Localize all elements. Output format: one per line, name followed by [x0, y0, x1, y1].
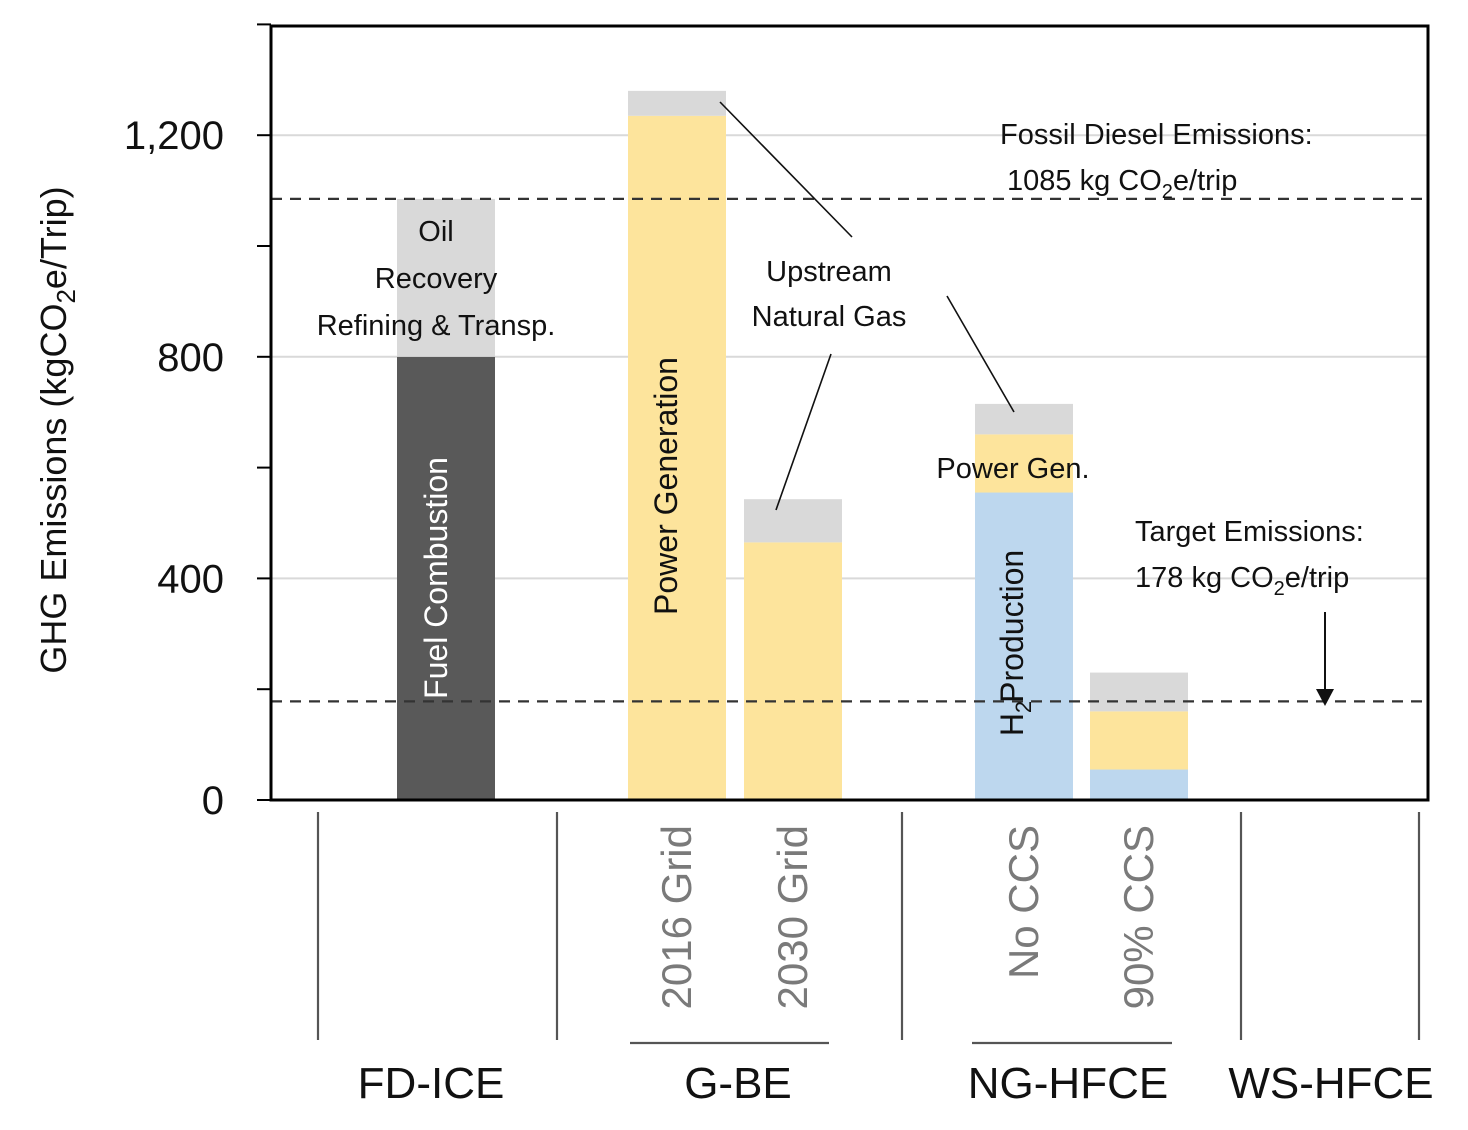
upstream-gas-label-1: Upstream: [766, 256, 892, 288]
fossil-note-line2: 1085 kg CO2e/trip: [1007, 165, 1237, 203]
oil-recovery-label-2: Recovery: [375, 263, 498, 295]
bar-ng-hfce-1-h2: [975, 492, 1073, 800]
bar-ng-hfce-2-h2: [1090, 769, 1188, 800]
bar-g-be-1-upstream_gas: [628, 90, 726, 116]
y-tick-label-0: 0: [202, 779, 224, 823]
upstream-pointer-3: [946, 295, 1015, 413]
bars: [397, 90, 1419, 800]
y-axis: 0 400 800 1,200: [124, 23, 271, 823]
fuel-combustion-label: Fuel Combustion: [418, 457, 454, 699]
bar-ng-hfce-2-upstream_gas: [1090, 672, 1188, 712]
fossil-note-line1: Fossil Diesel Emissions:: [1000, 119, 1313, 151]
group-label-ws-hfce: WS-HFCE: [1228, 1059, 1433, 1108]
y-tick-label-800: 800: [157, 336, 224, 380]
group-label-fd-ice: FD-ICE: [358, 1059, 505, 1108]
fossil-note-pre: 1085 kg CO: [1007, 165, 1162, 197]
target-arrow-head: [1316, 689, 1334, 706]
h2-sub: 2: [1011, 701, 1036, 713]
y-axis-label-post: e/Trip): [33, 186, 74, 289]
upstream-pointer-2: [775, 353, 832, 511]
power-gen-short-label: Power Gen.: [936, 453, 1089, 485]
oil-recovery-label-3: Refining & Transp.: [317, 310, 556, 342]
fossil-note-post: e/trip: [1173, 165, 1237, 197]
group-label-ng-hfce: NG-HFCE: [968, 1059, 1168, 1108]
target-note-line2: 178 kg CO2e/trip: [1135, 562, 1349, 600]
bar-ng-hfce-2-power: [1090, 711, 1188, 770]
y-axis-label-sub: 2: [51, 289, 81, 303]
group-label-g-be: G-BE: [684, 1059, 792, 1108]
fossil-note-sub: 2: [1162, 181, 1173, 203]
y-axis-label-pre: GHG Emissions (kgCO: [33, 304, 74, 674]
bar-ng-hfce-1-upstream_gas: [975, 403, 1073, 435]
bar-label-2016-grid: 2016 Grid: [653, 825, 700, 1009]
bar-fd-ice-1-fuel_combustion: [397, 356, 495, 800]
bar-ng-hfce-1-power: [975, 434, 1073, 493]
bar-label-90-ccs: 90% CCS: [1115, 825, 1162, 1009]
bar-fd-ice-1-oil_recovery: [397, 198, 495, 357]
plot-frame: [269, 24, 1430, 802]
power-generation-label: Power Generation: [648, 357, 684, 615]
reference-lines: [271, 197, 1428, 703]
target-note-post: e/trip: [1285, 562, 1349, 594]
x-axis: 2016 Grid 2030 Grid No CCS 90% CCS FD-ICE G-B…: [316, 812, 1434, 1108]
y-tick-label-400: 400: [157, 557, 224, 601]
h2-production-label: H2Production: [994, 550, 1036, 736]
target-note-sub: 2: [1274, 578, 1285, 600]
y-axis-label: GHG Emissions (kgCO2e/Trip): [33, 186, 81, 673]
bar-g-be-2-power: [744, 542, 842, 800]
bar-g-be-1-power: [628, 115, 726, 800]
h2-main: Production: [994, 550, 1030, 703]
h2-prefix: H: [994, 713, 1030, 736]
y-tick-label-1200: 1,200: [124, 114, 224, 158]
oil-recovery-label-1: Oil: [418, 216, 453, 248]
bar-g-be-2-upstream_gas: [744, 499, 842, 543]
target-note-pre: 178 kg CO: [1135, 562, 1274, 594]
bar-label-2030-grid: 2030 Grid: [769, 825, 816, 1009]
bar-label-no-ccs: No CCS: [1000, 825, 1047, 979]
upstream-pointer-1: [719, 101, 853, 238]
target-note-line1: Target Emissions:: [1135, 516, 1364, 548]
upstream-gas-label-2: Natural Gas: [752, 301, 907, 333]
